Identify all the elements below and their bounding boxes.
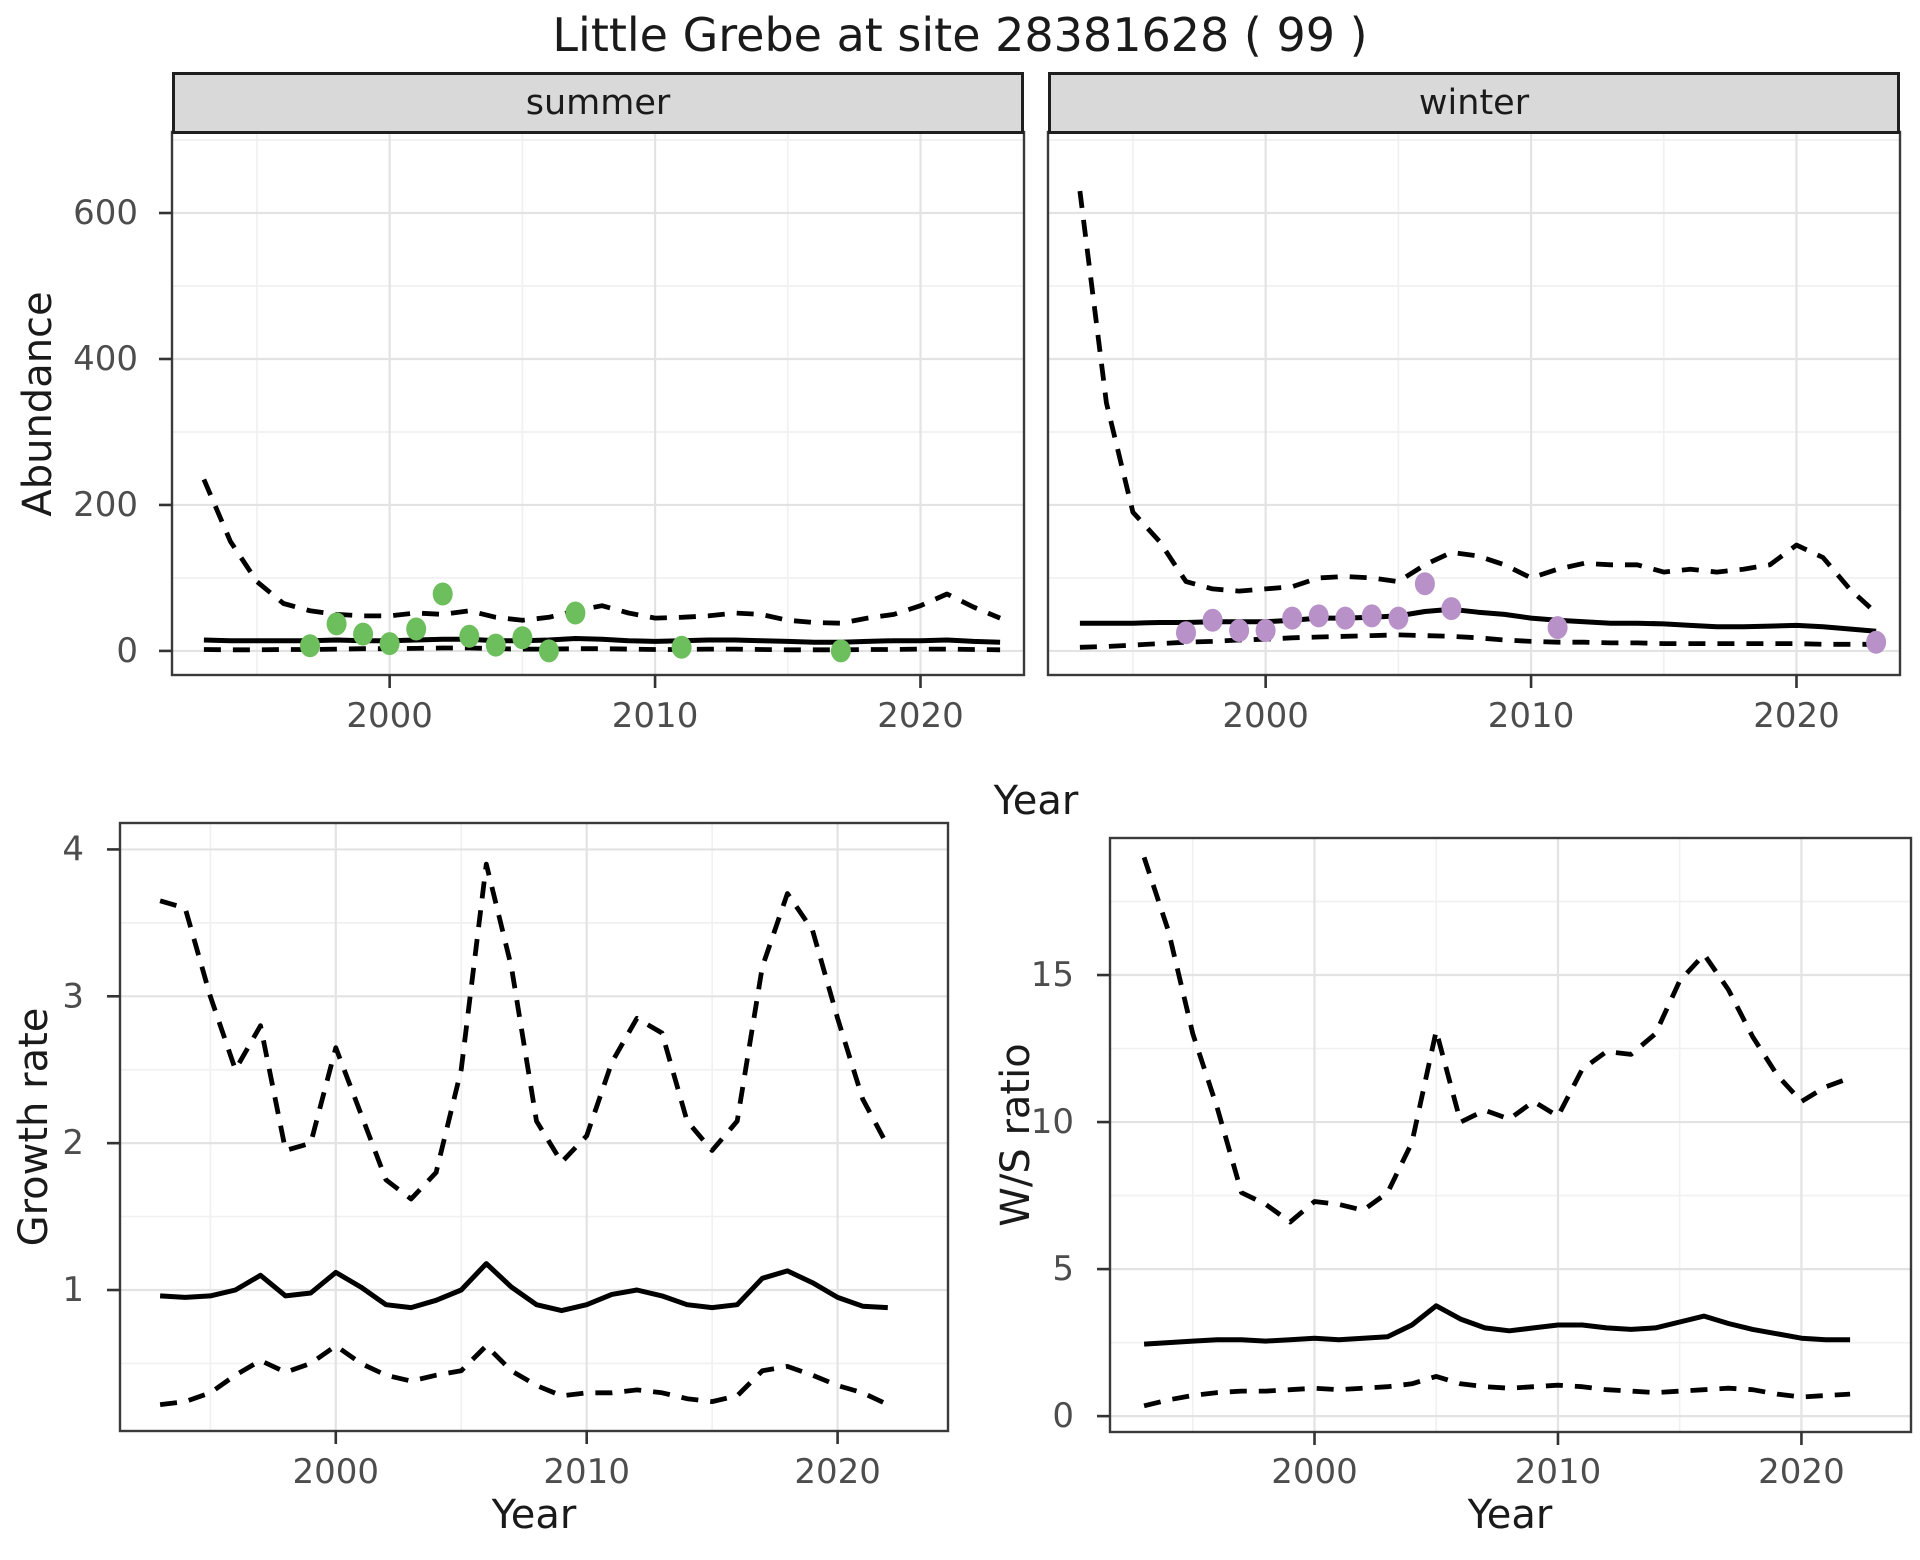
growth_rate-lower-95ci-line xyxy=(159,1343,889,1407)
winter-observation-point xyxy=(1335,606,1356,630)
summer-observed-counts xyxy=(300,582,851,663)
y-tick-label: 600 xyxy=(73,193,138,233)
growth_rate-upper-95ci-line xyxy=(159,861,890,1202)
ws_ratio-grid-major xyxy=(1110,838,1911,1432)
winter-observation-point xyxy=(1866,630,1887,654)
ws_ratio-lower-95ci-line xyxy=(1143,1374,1851,1409)
figure-title: Little Grebe at site 28381628 ( 99 ) xyxy=(552,8,1368,62)
year-axis-title-ws: Year xyxy=(1467,1492,1553,1538)
growth_rate-axis-ticks: 2000 2010 2020 1 2 3 4 xyxy=(62,829,881,1492)
growth_rate-panel: 2000 2010 2020 1 2 3 4 xyxy=(62,821,950,1492)
summer-observation-point xyxy=(459,624,480,648)
facet-strip-summer-label: summer xyxy=(525,83,671,123)
x-tick-label: 2010 xyxy=(1515,1452,1602,1492)
winter-observation-point xyxy=(1255,619,1276,642)
summer-observation-point xyxy=(830,639,851,663)
y-tick-label: 1 xyxy=(62,1270,84,1310)
winter-observation-point xyxy=(1308,604,1329,628)
summer-observation-point xyxy=(565,601,586,625)
winter-observation-point xyxy=(1229,619,1250,642)
y-tick-label: 2 xyxy=(62,1123,84,1163)
summer-panel-background xyxy=(172,132,1024,675)
winter-observation-point xyxy=(1414,572,1435,596)
y-tick-label: 10 xyxy=(1031,1102,1074,1142)
winter-observation-point xyxy=(1441,597,1462,621)
ws_ratio-panel-border xyxy=(1108,836,1913,1434)
x-tick-label: 2020 xyxy=(1758,1452,1845,1492)
ws_ratio-upper-95ci-line xyxy=(1141,856,1851,1225)
y-tick-label: 0 xyxy=(1052,1396,1074,1436)
winter-observation-point xyxy=(1202,608,1223,632)
summer-lower-95ci-line xyxy=(203,645,1001,653)
summer-observation-point xyxy=(432,582,453,606)
x-tick-label: 2000 xyxy=(293,1452,380,1492)
summer-observation-point xyxy=(406,617,427,641)
summer-panel: 2000 2010 2020 0 200 400 600 xyxy=(73,130,1026,736)
x-tick-label: 2020 xyxy=(877,696,964,736)
x-tick-label: 2000 xyxy=(1222,696,1309,736)
x-tick-label: 2020 xyxy=(1753,696,1840,736)
facet-strip-winter: winter xyxy=(1048,72,1900,134)
ws_ratio-axis-ticks: 2000 2010 2020 0 5 10 15 xyxy=(1031,955,1845,1492)
summer-observation-point xyxy=(671,635,692,659)
summer-observation-point xyxy=(379,632,400,656)
summer-observation-point xyxy=(538,639,559,663)
ws-ratio-axis-title: W/S ratio xyxy=(993,1043,1039,1227)
year-axis-title-top: Year xyxy=(993,778,1079,824)
x-tick-label: 2010 xyxy=(612,696,699,736)
y-tick-label: 4 xyxy=(62,829,84,869)
growth_rate-panel-background xyxy=(120,823,948,1431)
growth_rate-median-line xyxy=(159,1261,888,1314)
ws_ratio-median-line xyxy=(1143,1303,1851,1347)
summer-axis-ticks: 2000 2010 2020 0 200 400 600 xyxy=(73,193,964,736)
y-tick-label: 400 xyxy=(73,339,138,379)
summer-observation-point xyxy=(512,626,533,650)
growth-rate-axis-title: Growth rate xyxy=(11,1007,57,1247)
y-tick-label: 15 xyxy=(1031,955,1074,995)
x-tick-label: 2000 xyxy=(346,696,433,736)
growth_rate-grid-minor xyxy=(120,823,948,1431)
y-tick-label: 5 xyxy=(1052,1249,1074,1289)
winter-observation-point xyxy=(1388,606,1409,630)
winter-observation-point xyxy=(1547,616,1568,640)
ws_ratio-panel: 2000 2010 2020 0 5 10 15 xyxy=(1031,836,1913,1492)
winter-grid-minor xyxy=(1048,132,1900,675)
y-tick-label: 200 xyxy=(73,485,138,525)
winter-observation-point xyxy=(1176,621,1196,645)
summer-observation-point xyxy=(326,612,347,636)
summer-observation-point xyxy=(300,634,320,658)
summer-observation-point xyxy=(485,633,506,657)
facet-strip-summer: summer xyxy=(172,72,1024,134)
winter-axis-ticks: 2000 2010 2020 xyxy=(1222,675,1840,736)
summer-grid-minor xyxy=(172,132,1024,675)
x-tick-label: 2010 xyxy=(543,1452,630,1492)
x-tick-label: 2000 xyxy=(1271,1452,1358,1492)
winter-grid-major xyxy=(1048,132,1900,675)
x-tick-label: 2020 xyxy=(794,1452,881,1492)
growth_rate-grid-major xyxy=(120,823,948,1431)
y-tick-label: 3 xyxy=(62,976,84,1016)
winter-observed-counts xyxy=(1176,572,1887,654)
winter-upper-95ci-line xyxy=(1077,190,1878,615)
winter-panel: 2000 2010 2020 xyxy=(1046,130,1902,736)
abundance-axis-title: Abundance xyxy=(15,291,61,517)
facet-strip-winter-label: winter xyxy=(1418,83,1530,123)
year-axis-title-growth: Year xyxy=(491,1492,577,1538)
winter-observation-point xyxy=(1282,606,1303,630)
summer-observation-point xyxy=(353,622,374,646)
winter-observation-point xyxy=(1361,604,1382,628)
y-tick-label: 0 xyxy=(116,631,138,671)
summer-median-line xyxy=(203,636,1001,645)
winter-lower-95ci-line xyxy=(1079,632,1877,650)
growth_rate-panel-border xyxy=(118,821,950,1433)
x-tick-label: 2010 xyxy=(1488,696,1575,736)
